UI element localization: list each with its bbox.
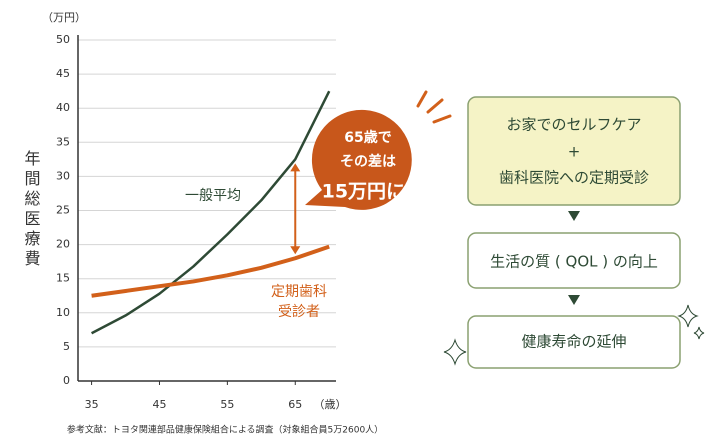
y-unit: （万円） [42,11,86,24]
series-line [91,244,330,298]
flow-text: 健康寿命の延伸 [521,333,626,351]
series-label: 定期歯科受診者 [271,284,327,320]
y-tick-label: 25 [56,204,70,217]
y-tick-label: 40 [56,101,70,114]
flow-arrow [568,295,580,305]
bubble-text: 65歳で [344,129,391,146]
y-tick-label: 50 [56,33,70,46]
y-tick-label: 15 [56,272,70,285]
burst-decoration [416,90,452,124]
speech-bubble [305,109,412,210]
y-tick-label: 10 [56,306,70,319]
y-axis-label: 年間総医療費 [22,150,41,270]
x-tick-label: 35 [85,398,99,411]
sparkle [677,304,699,328]
y-tick-label: 20 [56,238,70,251]
flow-text: 歯科医院への定期受診 [499,169,649,187]
sparkle [443,338,467,366]
flow-arrow [568,211,580,221]
sparkle [693,326,705,340]
x-tick-label: 55 [220,398,234,411]
x-tick-label: 45 [152,398,166,411]
flow-box [467,96,681,206]
source: 参考文献：トヨタ関連部品健康保険組合による調査（対象組合員5万2600人） [67,424,383,436]
flow-text: お家でのセルフケア [506,116,641,134]
diff-arrow-head [290,246,301,255]
y-tick-label: 0 [63,374,70,387]
flow-text: 生活の質 ( QOL ) の向上 [490,253,658,271]
flow-text: + [568,143,581,161]
x-unit: （歳） [314,398,347,411]
series-label: 一般平均 [185,188,241,204]
series-line [91,90,331,335]
y-tick-label: 35 [56,135,70,148]
y-tick-label: 5 [63,340,70,353]
flow-box [467,232,681,289]
y-tick-label: 45 [56,67,70,80]
y-tick-label: 30 [56,169,70,182]
bubble-text: 15万円に!! [322,181,423,203]
diff-arrow-head [290,163,301,172]
flow-box [467,315,681,369]
x-tick-label: 65 [288,398,302,411]
bubble-text: その差は [340,153,396,170]
